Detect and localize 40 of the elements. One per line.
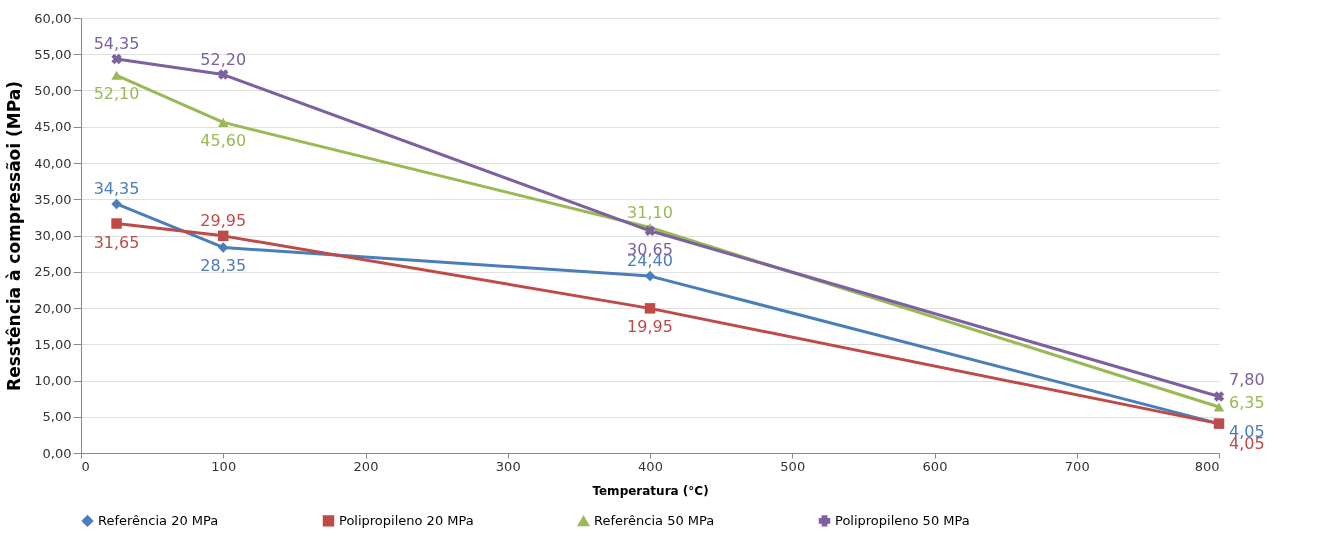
y-tick-label: 10,00: [34, 373, 72, 388]
x-tick-label: 600: [922, 458, 948, 474]
y-tick-label: 25,00: [34, 264, 72, 280]
x-tick-label: 0: [81, 458, 90, 474]
y-tick-label: 5,00: [42, 409, 72, 425]
y-tick-label: 50,00: [34, 83, 72, 98]
data-label: 31,10: [627, 202, 673, 222]
x-tick-label: 400: [638, 458, 663, 474]
data-label: 54,35: [93, 33, 140, 53]
x-tick-label: 700: [1064, 458, 1090, 474]
data-label: 28,35: [200, 256, 247, 276]
legend-label: Referência 20 MPa: [98, 512, 219, 528]
x-axis-title: Temperatura (°C): [592, 483, 709, 498]
data-label: 45,60: [200, 131, 247, 151]
data-label: 52,10: [93, 84, 140, 104]
x-tick-label: 800: [1194, 458, 1220, 474]
x-tick-label: 200: [353, 458, 379, 474]
data-label: 31,65: [93, 232, 140, 252]
data-label: 7,80: [1229, 370, 1265, 390]
y-tick-label: 60,00: [34, 10, 72, 26]
y-tick-label: 35,00: [34, 191, 72, 207]
legend-label: Polipropileno 20 MPa: [339, 512, 474, 528]
y-tick-label: 20,00: [34, 300, 72, 316]
x-tick-label: 500: [780, 458, 806, 474]
x-tick-label: 300: [495, 458, 521, 474]
y-tick-label: 15,00: [34, 336, 72, 352]
data-label: 29,95: [200, 210, 247, 230]
data-label: 19,95: [627, 317, 673, 337]
y-tick-label: 45,00: [34, 119, 72, 135]
y-axis-title: Resstência à compressãoi (MPa): [4, 81, 25, 391]
data-label: 52,20: [200, 49, 247, 69]
y-tick-label: 30,00: [34, 228, 72, 243]
y-tick-label: 0,00: [42, 445, 72, 461]
legend-label: Polipropileno 50 MPa: [835, 512, 970, 528]
y-tick-label: 55,00: [34, 46, 72, 62]
data-label: 34,35: [93, 178, 140, 198]
x-tick-label: 100: [211, 458, 237, 474]
data-label: 6,35: [1229, 392, 1265, 412]
y-tick-label: 40,00: [34, 155, 72, 171]
legend-label: Referência 50 MPa: [594, 513, 715, 529]
